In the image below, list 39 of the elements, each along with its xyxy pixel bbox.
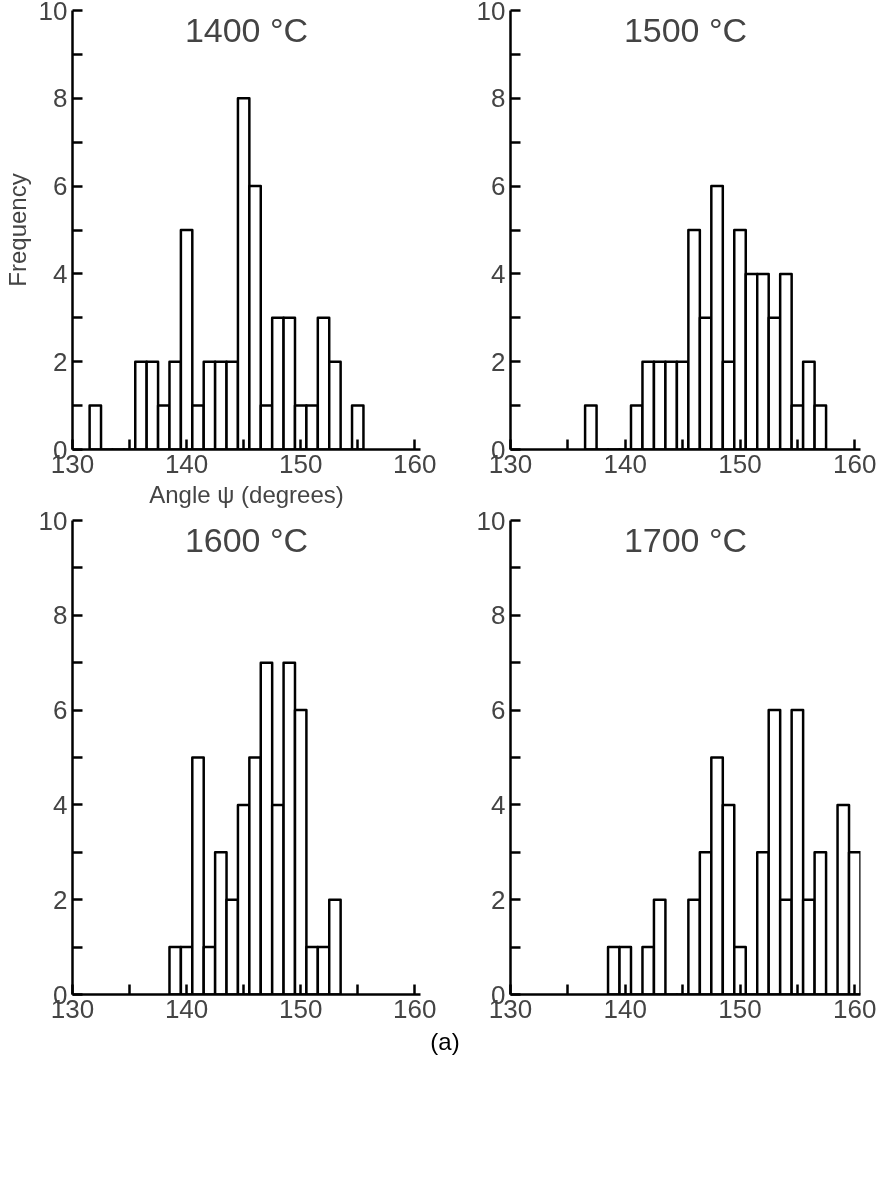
y-tick-label: 6 xyxy=(53,695,68,726)
y-tick-label: 4 xyxy=(53,258,68,289)
y-tick-label: 10 xyxy=(476,0,506,26)
y-tick-label: 8 xyxy=(53,83,68,114)
y-axis-title: Frequency xyxy=(3,173,31,287)
x-tick-label: 160 xyxy=(393,448,437,479)
y-tick-label: 10 xyxy=(38,505,68,536)
x-tick-label: 150 xyxy=(279,993,323,1024)
y-tick-label: 8 xyxy=(53,600,68,631)
x-tick-label: 140 xyxy=(603,448,647,479)
y-tick-label: 2 xyxy=(53,346,68,377)
y-tick-label: 4 xyxy=(53,789,68,820)
x-axis-title: Angle ψ (degrees) xyxy=(149,480,344,508)
y-tick-label: 2 xyxy=(53,884,68,915)
chart-title: 1500 °C xyxy=(623,10,748,49)
y-tick-label: 4 xyxy=(491,258,506,289)
y-tick-label: 6 xyxy=(491,695,506,726)
y-tick-label: 10 xyxy=(476,505,506,536)
y-tick-label: 2 xyxy=(491,346,506,377)
chart-title: 1600 °C xyxy=(184,520,309,559)
x-tick-label: 140 xyxy=(603,993,647,1024)
x-tick-label: 150 xyxy=(718,448,762,479)
y-tick-label: 2 xyxy=(491,884,506,915)
y-tick-label: 4 xyxy=(491,789,506,820)
y-tick-label: 8 xyxy=(491,83,506,114)
y-tick-label: 8 xyxy=(491,600,506,631)
x-tick-label: 150 xyxy=(718,993,762,1024)
y-tick-label: 6 xyxy=(491,171,506,202)
y-tick-label: 10 xyxy=(38,0,68,26)
x-tick-label: 160 xyxy=(833,448,877,479)
x-tick-label: 140 xyxy=(164,448,209,479)
chart-title: 1400 °C xyxy=(184,10,309,49)
chart-title: 1700 °C xyxy=(623,520,748,559)
x-tick-label: 150 xyxy=(279,448,323,479)
x-tick-label: 160 xyxy=(393,993,437,1024)
text: (a) xyxy=(430,1027,460,1057)
x-tick-label: 140 xyxy=(164,993,209,1024)
x-tick-label: 160 xyxy=(833,993,877,1024)
y-tick-label: 6 xyxy=(53,171,68,202)
